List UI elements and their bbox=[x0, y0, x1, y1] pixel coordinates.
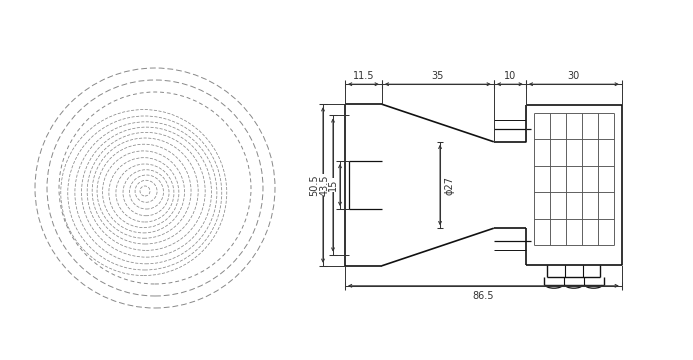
Text: 30: 30 bbox=[568, 71, 580, 81]
Text: 50.5: 50.5 bbox=[309, 174, 319, 196]
Text: 35: 35 bbox=[432, 71, 444, 81]
Text: 43.5: 43.5 bbox=[320, 174, 330, 196]
Text: 10: 10 bbox=[504, 71, 516, 81]
Text: 15: 15 bbox=[328, 179, 338, 191]
Text: 86.5: 86.5 bbox=[473, 291, 494, 301]
Text: ϕ27: ϕ27 bbox=[444, 176, 454, 194]
Text: 11.5: 11.5 bbox=[353, 71, 374, 81]
